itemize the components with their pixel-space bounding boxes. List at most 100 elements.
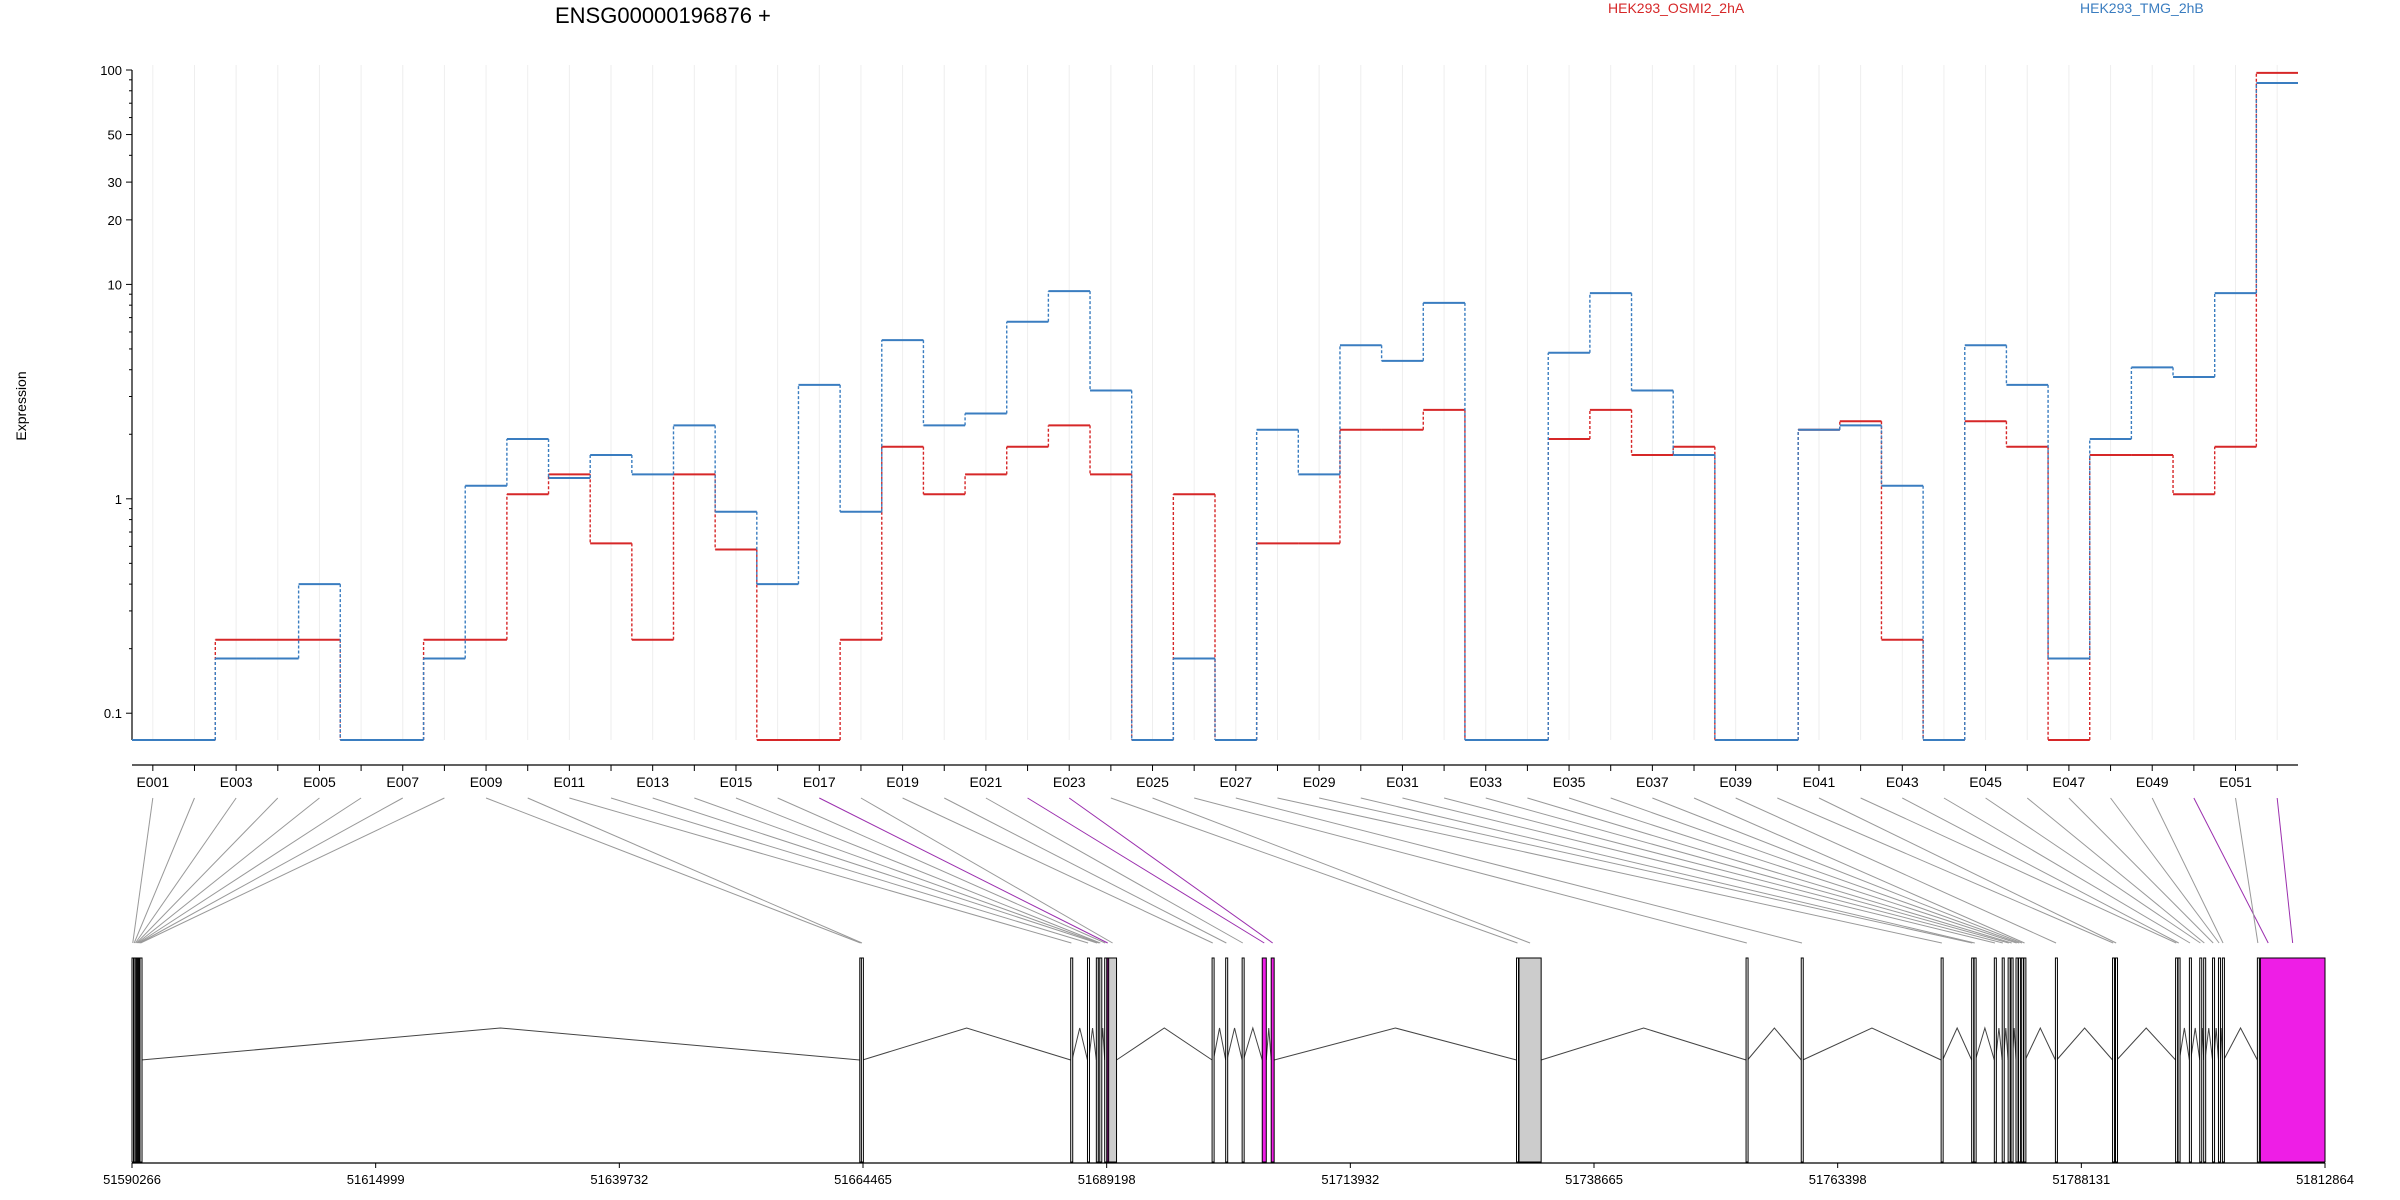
vertical-gridlines [152, 65, 2278, 740]
y-tick-label: 20 [108, 213, 122, 228]
x-tick-label: E019 [886, 774, 919, 790]
x-tick-label: E045 [1969, 774, 2002, 790]
connector-line [944, 797, 1227, 944]
intron [1071, 1027, 1088, 1061]
connector-line [1985, 797, 2201, 944]
x-tick-label: E013 [636, 774, 669, 790]
connector-line [652, 797, 1098, 944]
y-tick-label: 50 [108, 128, 122, 143]
connector-line [1152, 797, 1531, 944]
connector-line [1527, 797, 2012, 944]
genomic-tick-label: 51689198 [1078, 1172, 1136, 1187]
connector-line [1068, 797, 1273, 944]
x-tick-label: E041 [1803, 774, 1836, 790]
exon-e010 [860, 957, 864, 1163]
exon-e045 [2199, 957, 2203, 1163]
exon-e025 [1518, 957, 1542, 1163]
connector-line [137, 797, 320, 944]
connector-line [694, 797, 1099, 944]
exon-e036 [2018, 957, 2022, 1163]
connector-line [777, 797, 1106, 944]
exon-e018 [1108, 957, 1118, 1163]
connector-line [2235, 797, 2259, 944]
exon-e046 [2203, 957, 2207, 1163]
series-layer [132, 71, 2298, 741]
exon-e041 [2115, 957, 2119, 1163]
intron [1747, 1027, 1802, 1061]
y-axis: 0.1 1 10 20 30 50 100 [100, 63, 133, 740]
exon-e027 [1800, 957, 1804, 1163]
y-axis-label: Expression [13, 371, 29, 440]
x-tick-label: E023 [1053, 774, 1086, 790]
exon-e024 [1516, 957, 1520, 1163]
intron [1212, 1027, 1227, 1061]
genomic-tick-label: 51614999 [347, 1172, 405, 1187]
exon-e011 [1070, 957, 1074, 1163]
genomic-axis: 51590266 51614999 51639732 51664465 51689198… [103, 1162, 2354, 1187]
exon-e040 [2112, 957, 2116, 1163]
genomic-tick-label: 51788131 [2052, 1172, 2110, 1187]
intron [2223, 1026, 2258, 1061]
exon-e030 [1973, 957, 1977, 1163]
intron [1802, 1027, 1942, 1061]
intron [1226, 1027, 1243, 1061]
connector-line [1277, 797, 1942, 944]
exon-e043 [2177, 957, 2181, 1163]
intron [2024, 1026, 2056, 1061]
x-tick-label: E001 [136, 774, 169, 790]
connector-line [860, 797, 1113, 944]
connector-line [902, 797, 1213, 944]
x-tick-label: E027 [1219, 774, 1252, 790]
intron [1974, 1026, 1995, 1061]
connector-line [527, 797, 863, 944]
exon-connectors [132, 797, 2294, 944]
exon-e034 [2010, 957, 2014, 1163]
connector-line [610, 797, 1089, 944]
genomic-tick-label: 51812864 [2296, 1172, 2354, 1187]
connector-line [1110, 797, 1518, 944]
intron [1540, 1027, 1747, 1061]
chart-title: ENSG00000196876 + [555, 3, 771, 28]
intron [1116, 1027, 1213, 1061]
connector-line [138, 797, 362, 944]
connector-line [133, 797, 195, 944]
connector-line [1610, 797, 2020, 944]
connector-line [1443, 797, 2003, 944]
intron [2116, 1027, 2176, 1061]
intron [862, 1027, 1071, 1061]
exon-e019 [1211, 957, 1215, 1163]
exon-e021 [1241, 957, 1245, 1163]
x-tick-label: E031 [1386, 774, 1419, 790]
exon-e008 [139, 957, 143, 1163]
connector-line [2026, 797, 2205, 944]
connector-line [1818, 797, 2117, 944]
connector-line [735, 797, 1101, 944]
exon-e028 [1940, 957, 1944, 1163]
x-axis: E001 E003 E005 E007 E009 E011 E013 E015 E017 E019… [132, 764, 2298, 790]
connector-line [2110, 797, 2220, 944]
x-tick-label: E005 [303, 774, 336, 790]
connector-line [2276, 797, 2294, 944]
exon-e020 [1225, 957, 1229, 1163]
exon-e051 [2256, 957, 2260, 1163]
exon-e031 [1993, 957, 1997, 1163]
intron [1088, 1027, 1097, 1061]
x-tick-label: E043 [1886, 774, 1919, 790]
exon-e047 [2212, 957, 2216, 1163]
genomic-tick-label: 51738665 [1565, 1172, 1623, 1187]
series-b [132, 81, 2298, 741]
exon-e035 [2015, 957, 2019, 1163]
x-tick-label: E025 [1136, 774, 1169, 790]
x-tick-label: E007 [386, 774, 419, 790]
legend-series-a: HEK293_OSMI2_2hA [1608, 0, 1745, 16]
exon-e049 [2221, 957, 2225, 1163]
intron [1265, 1027, 1272, 1061]
x-tick-label: E021 [970, 774, 1003, 790]
y-tick-label: 100 [100, 63, 122, 78]
exon-e039 [2054, 957, 2058, 1163]
genomic-tick-label: 51664465 [834, 1172, 892, 1187]
connector-line [1485, 797, 2009, 944]
connector-line [1027, 797, 1265, 944]
connector-line [136, 797, 279, 944]
intron [2204, 1027, 2214, 1061]
